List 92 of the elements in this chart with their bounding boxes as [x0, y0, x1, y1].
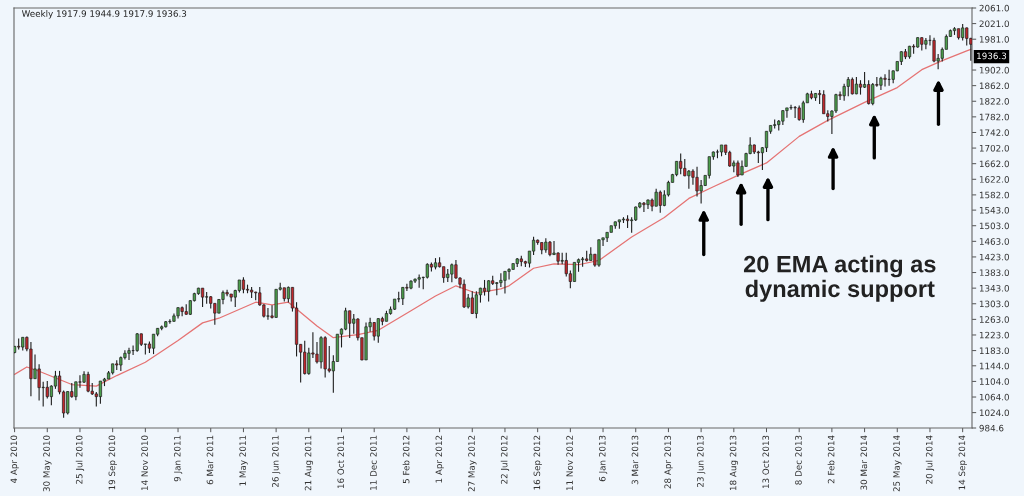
candlestick	[642, 201, 646, 213]
candlestick	[679, 152, 683, 175]
candlestick	[348, 310, 352, 339]
y-tick-label: 1423.0	[979, 253, 1009, 261]
candlestick	[470, 290, 474, 315]
y-tick-label: 1303.0	[979, 300, 1009, 308]
y-tick-label: 1822.0	[979, 98, 1009, 105]
y-tick-label: 984.6	[979, 424, 1004, 432]
x-tick-label: 23 Jun 2013	[697, 435, 706, 487]
x-tick-label: 1 Apr 2012	[435, 435, 444, 483]
y-tick-label: 1503.0	[979, 222, 1009, 230]
x-tick-label: 11 Dec 2011	[370, 435, 377, 490]
x-tick-label: 5 Feb 2012	[402, 435, 410, 484]
x-tick-label: 4 Apr 2010	[10, 435, 19, 484]
candlestick	[168, 318, 172, 325]
x-tick-label: 28 Apr 2013	[664, 435, 673, 489]
x-tick-label: 2 Feb 2014	[827, 435, 835, 484]
candlestick	[200, 287, 205, 308]
x-tick-label: 11 Nov 2012	[566, 435, 573, 491]
candlestick	[503, 270, 507, 295]
candlestick	[789, 104, 793, 111]
y-tick-label: 1104.0	[979, 378, 1009, 385]
candlestick	[462, 279, 466, 309]
x-tick-label: 30 May 2010	[43, 435, 52, 492]
candlestick	[867, 79, 871, 105]
y-tick-label: 1263.0	[979, 316, 1009, 323]
candlestick	[846, 76, 850, 97]
x-tick-label: 18 Aug 2013	[729, 435, 739, 491]
candlestick	[658, 190, 662, 214]
candlestick	[135, 332, 139, 353]
y-tick-label: 1543.0	[979, 206, 1009, 214]
candlestick	[266, 307, 270, 321]
y-tick-label: 1343.0	[979, 284, 1009, 292]
y-tick-label: 1742.0	[979, 129, 1009, 136]
candlestick	[127, 347, 131, 361]
x-tick-label: 16 Oct 2011	[337, 435, 345, 489]
y-tick-label: 1064.0	[979, 393, 1009, 401]
y-tick-label: 1622.0	[979, 176, 1009, 183]
candlestick	[785, 107, 789, 119]
x-tick-label: 3 Mar 2013	[631, 435, 639, 485]
candlestick	[572, 261, 577, 283]
x-tick-label: 16 Sep 2012	[533, 435, 542, 490]
y-tick-label: 1981.0	[979, 36, 1009, 43]
y-tick-label: 1183.0	[979, 347, 1009, 355]
annotation: Weekly 1917.9 1944.9 1917.9 1936.3	[21, 10, 187, 19]
x-tick-label: 21 Aug 2011	[304, 435, 314, 491]
candlestick	[793, 105, 797, 119]
y-tick-label: 1902.0	[979, 66, 1009, 74]
candlestick	[376, 317, 380, 344]
x-tick-label: 9 Jan 2011	[173, 435, 183, 482]
x-tick-label: 6 Mar 2011	[206, 435, 214, 485]
x-tick-label: 26 Jun 2011	[272, 435, 281, 487]
x-tick-label: 14 Sep 2014	[958, 435, 967, 490]
x-tick-label: 20 Jul 2014	[925, 435, 935, 484]
x-tick-label: 25 Jul 2010	[75, 435, 85, 484]
candlestick	[180, 305, 184, 317]
candlestick	[37, 363, 41, 402]
x-tick-label: 6 Jan 2013	[598, 435, 608, 482]
annotation: 1936.3	[977, 52, 1007, 60]
y-tick-label: 1223.0	[979, 331, 1009, 339]
y-tick-label: 1582.0	[979, 191, 1009, 199]
x-tick-label: 25 May 2014	[893, 435, 902, 492]
y-tick-label: 2061.0	[979, 4, 1009, 12]
candlestick	[883, 73, 887, 87]
candlestick	[372, 321, 376, 341]
x-tick-label: 8 Dec 2013	[795, 435, 802, 485]
y-tick-label: 2021.0	[979, 20, 1009, 28]
x-tick-label: 22 Jul 2012	[500, 435, 510, 484]
x-tick-label: 30 Mar 2014	[860, 435, 868, 490]
candlestick	[303, 340, 307, 375]
candlestick	[564, 252, 568, 278]
x-tick-label: 14 Nov 2010	[141, 435, 148, 491]
y-tick-label: 1463.0	[979, 238, 1009, 245]
candlestick	[924, 37, 928, 50]
candlestick	[699, 179, 703, 205]
x-tick-label: 19 Sep 2010	[108, 435, 117, 490]
y-tick-label: 1144.0	[979, 362, 1009, 370]
candlestick	[98, 380, 102, 405]
y-tick-label: 1782.0	[979, 113, 1009, 121]
candlestick	[474, 290, 478, 319]
y-tick-label: 1702.0	[979, 144, 1009, 152]
y-tick-label: 1862.0	[979, 82, 1009, 90]
x-tick-label: 1 May 2011	[239, 435, 248, 486]
y-tick-label: 1662.0	[979, 160, 1009, 168]
y-tick-label: 1383.0	[979, 269, 1009, 276]
annotation: 20 EMA acting as dynamic support	[743, 255, 936, 302]
y-tick-label: 1024.0	[979, 409, 1009, 417]
candlestick	[507, 267, 511, 281]
candlestick	[352, 313, 356, 335]
x-tick-label: 27 May 2012	[468, 435, 477, 492]
x-tick-label: 13 Oct 2013	[762, 435, 770, 489]
candlestick	[487, 279, 491, 302]
